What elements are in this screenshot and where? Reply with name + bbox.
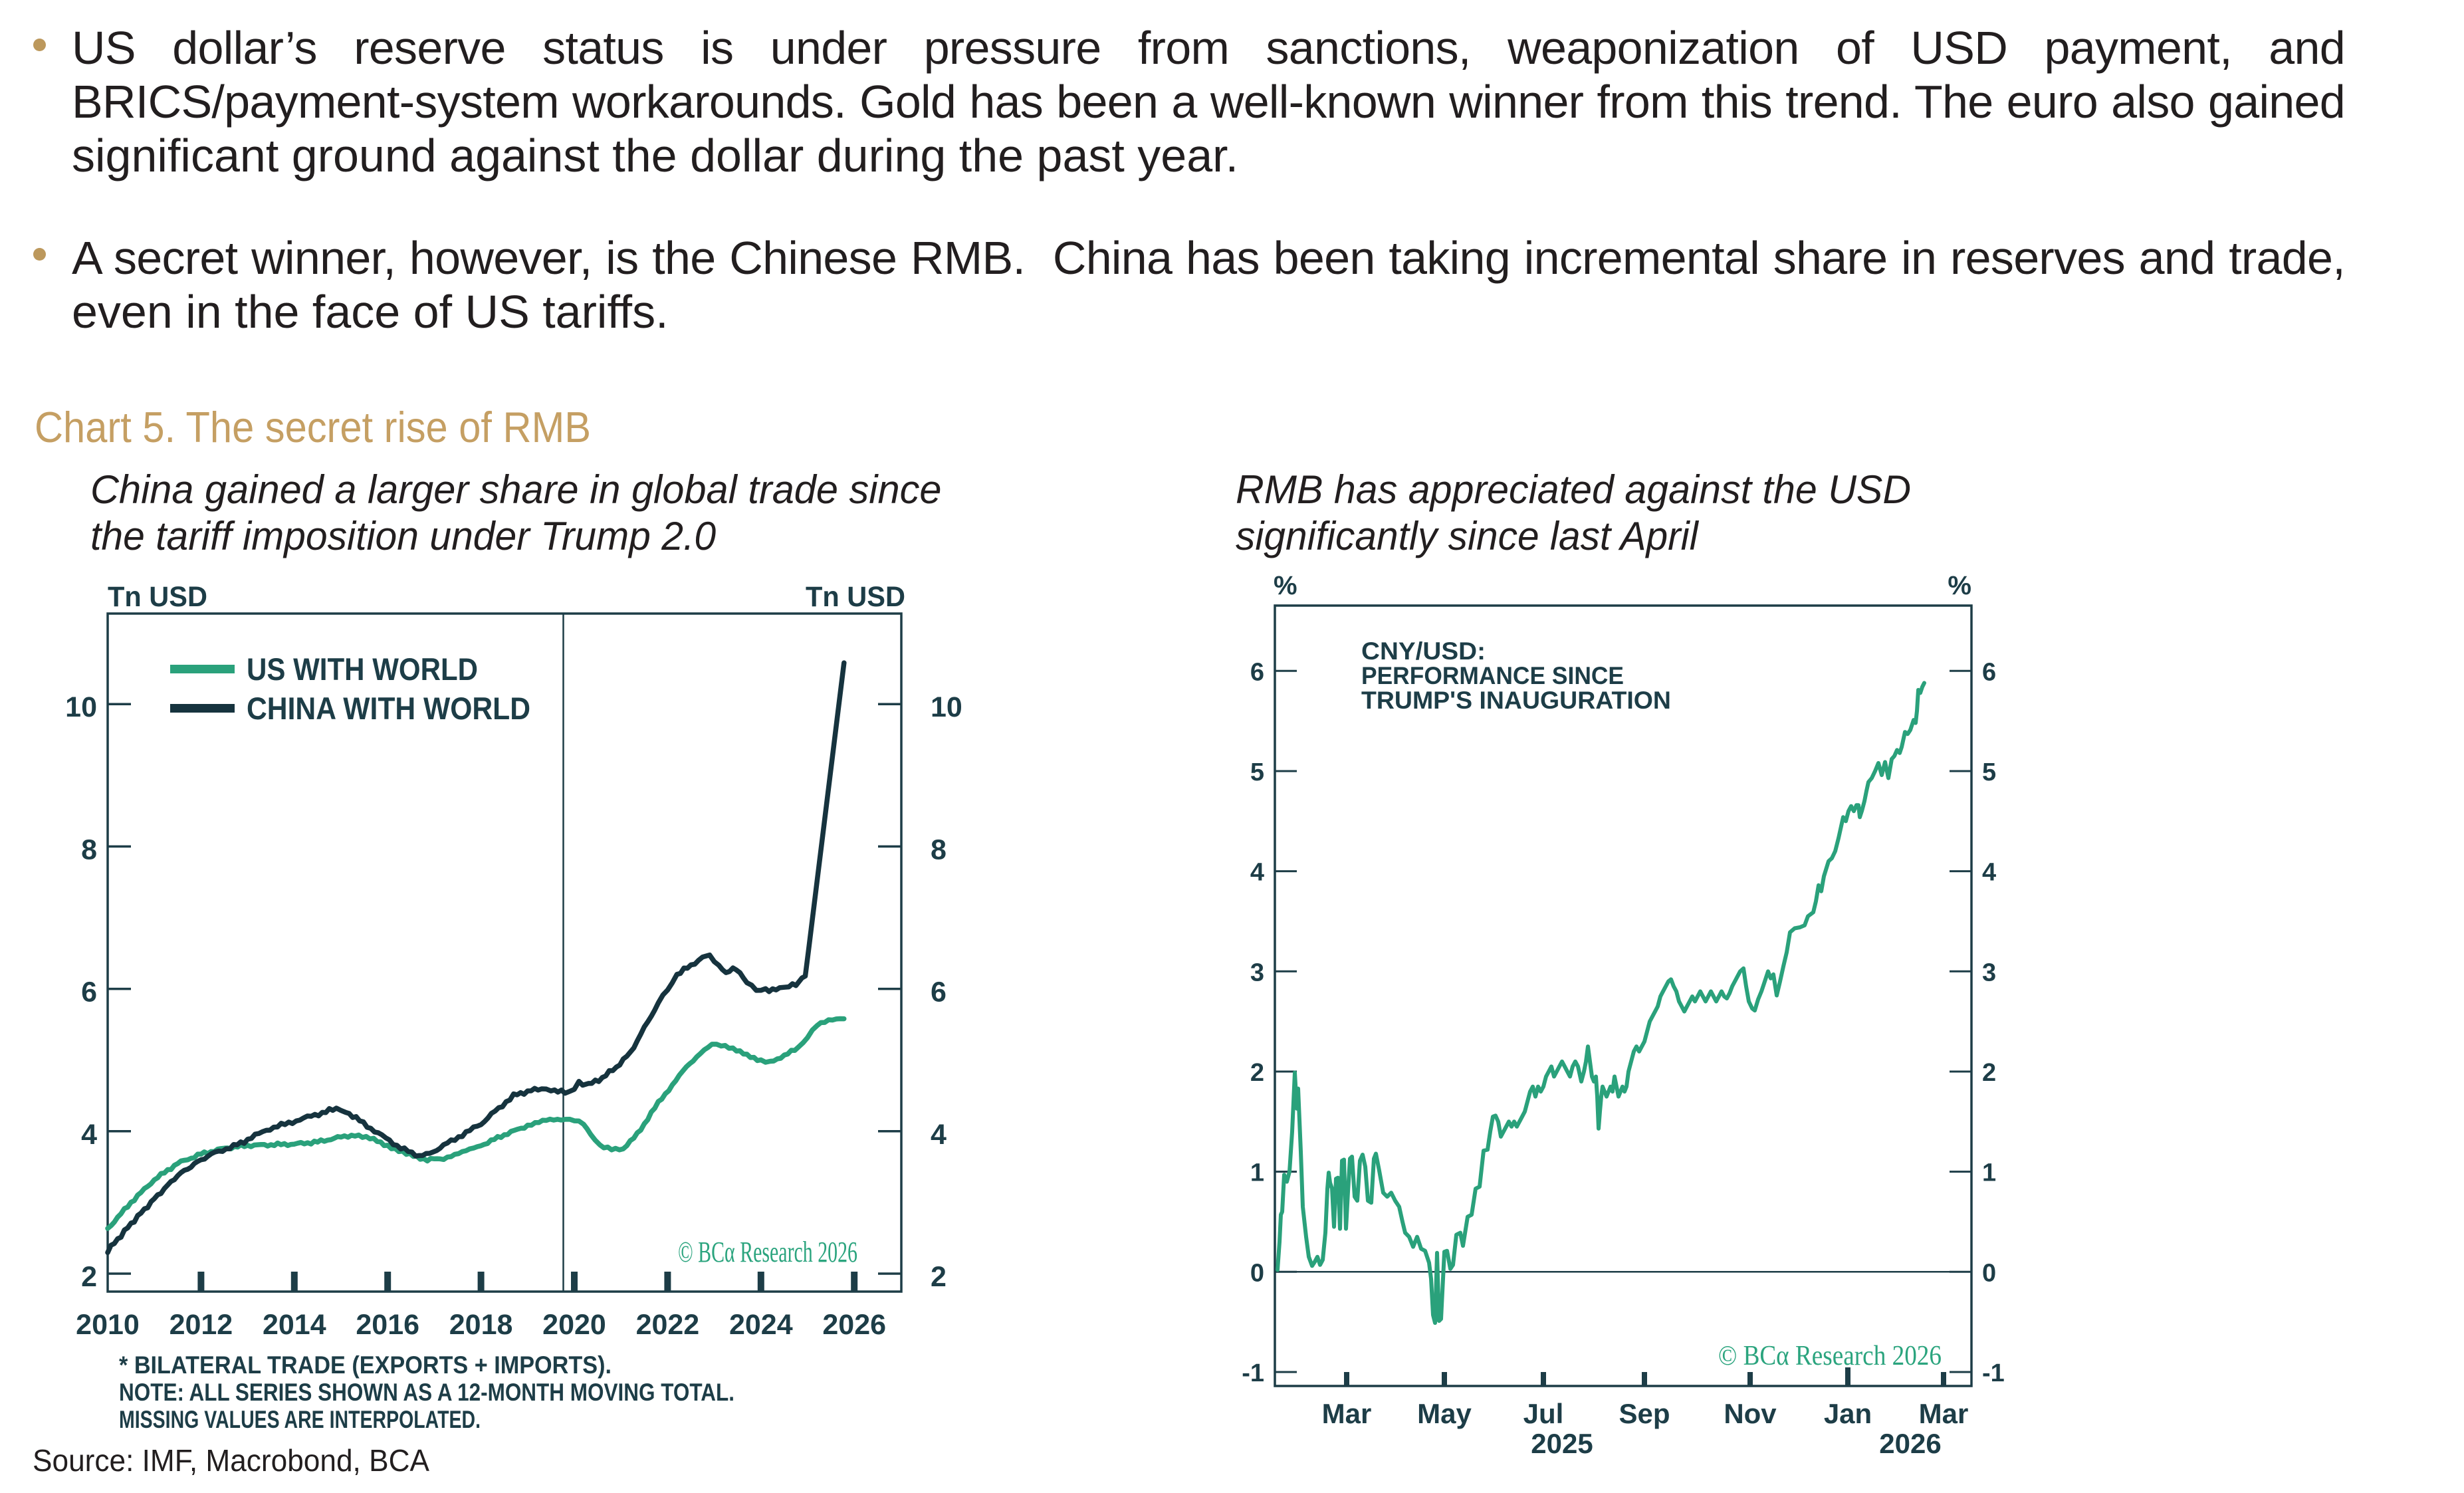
svg-text:-1: -1 — [1982, 1359, 2005, 1387]
svg-text:5: 5 — [1982, 758, 1996, 786]
svg-text:2025: 2025 — [1531, 1428, 1593, 1456]
svg-text:2010: 2010 — [76, 1309, 140, 1341]
svg-text:2012: 2012 — [169, 1309, 233, 1341]
svg-text:MISSING VALUES ARE INTERPOLATE: MISSING VALUES ARE INTERPOLATED. — [119, 1406, 481, 1433]
svg-text:Mar: Mar — [1919, 1398, 1969, 1429]
svg-text:1: 1 — [1250, 1159, 1264, 1187]
svg-text:8: 8 — [931, 834, 947, 865]
svg-text:2018: 2018 — [449, 1309, 513, 1341]
svg-text:Jan: Jan — [1824, 1398, 1872, 1429]
svg-text:© BCα Research 2026: © BCα Research 2026 — [678, 1236, 857, 1268]
svg-text:6: 6 — [81, 976, 97, 1008]
svg-text:NOTE: ALL SERIES SHOWN AS A 12: NOTE: ALL SERIES SHOWN AS A 12-MONTH MOV… — [119, 1379, 734, 1406]
svg-text:2: 2 — [1982, 1059, 1996, 1087]
svg-text:0: 0 — [1250, 1259, 1264, 1287]
svg-text:2014: 2014 — [263, 1309, 326, 1341]
svg-text:2022: 2022 — [636, 1309, 700, 1341]
svg-text:CNY/USD:: CNY/USD: — [1361, 637, 1486, 665]
svg-text:4: 4 — [81, 1119, 97, 1151]
svg-text:CHINA WITH WORLD: CHINA WITH WORLD — [247, 691, 530, 726]
svg-text:TRUMP'S INAUGURATION: TRUMP'S INAUGURATION — [1361, 687, 1671, 714]
svg-text:5: 5 — [1250, 758, 1264, 786]
svg-text:1: 1 — [1982, 1159, 1996, 1187]
svg-text:2: 2 — [81, 1261, 97, 1293]
svg-text:10: 10 — [65, 691, 97, 723]
svg-text:2: 2 — [931, 1261, 947, 1293]
svg-text:8: 8 — [81, 834, 97, 865]
svg-text:Nov: Nov — [1724, 1398, 1777, 1429]
svg-text:6: 6 — [931, 976, 947, 1008]
svg-text:Jul: Jul — [1523, 1398, 1564, 1429]
svg-text:4: 4 — [1250, 859, 1264, 887]
svg-text:6: 6 — [1250, 658, 1264, 686]
svg-text:2024: 2024 — [729, 1309, 793, 1341]
svg-text:* BILATERAL TRADE (EXPORTS + I: * BILATERAL TRADE (EXPORTS + IMPORTS). — [119, 1351, 612, 1379]
svg-text:2016: 2016 — [356, 1309, 419, 1341]
svg-text:10: 10 — [931, 691, 962, 723]
svg-text:4: 4 — [1982, 859, 1996, 887]
svg-text:%: % — [1948, 572, 1971, 600]
svg-text:Tn USD: Tn USD — [806, 581, 905, 613]
svg-text:3: 3 — [1250, 959, 1264, 986]
svg-text:© BCα Research 2026: © BCα Research 2026 — [1718, 1341, 1942, 1371]
svg-text:6: 6 — [1982, 658, 1996, 686]
svg-text:PERFORMANCE SINCE: PERFORMANCE SINCE — [1361, 662, 1624, 689]
svg-text:%: % — [1274, 572, 1297, 600]
svg-text:US WITH WORLD: US WITH WORLD — [247, 651, 478, 687]
svg-text:-1: -1 — [1242, 1359, 1264, 1387]
svg-text:2026: 2026 — [1879, 1428, 1941, 1456]
svg-text:Mar: Mar — [1322, 1398, 1372, 1429]
svg-text:2: 2 — [1250, 1059, 1264, 1087]
svg-text:2026: 2026 — [822, 1309, 886, 1341]
svg-text:May: May — [1417, 1398, 1472, 1429]
svg-text:3: 3 — [1982, 959, 1996, 986]
svg-text:4: 4 — [931, 1119, 947, 1151]
svg-text:Sep: Sep — [1619, 1398, 1670, 1429]
svg-text:Tn USD: Tn USD — [108, 581, 207, 613]
svg-text:0: 0 — [1982, 1259, 1996, 1287]
svg-text:2020: 2020 — [542, 1309, 606, 1341]
